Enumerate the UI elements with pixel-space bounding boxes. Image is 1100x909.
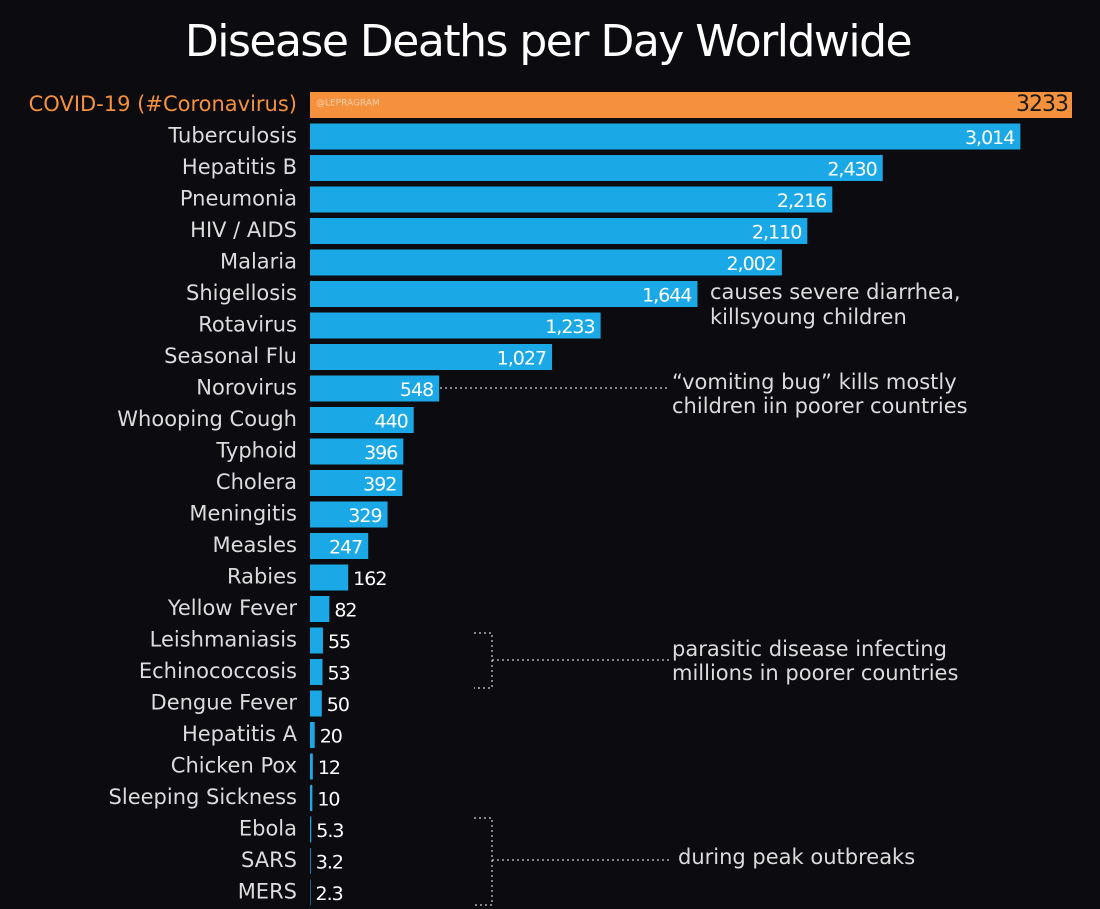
value-label: 329 (348, 505, 381, 527)
value-label: 3,014 (965, 127, 1015, 149)
bar (310, 375, 440, 402)
y-tick-label: SARS (241, 848, 297, 872)
value-label: 10 (317, 789, 339, 811)
bar (310, 596, 330, 622)
bar (310, 627, 323, 654)
chart-title: Disease Deaths per Day Worldwide (185, 16, 911, 67)
connector (474, 632, 670, 689)
annotation: “vomiting bug” kills mostly (672, 370, 957, 394)
y-tick-label: Chicken Pox (171, 754, 297, 778)
bar (310, 848, 311, 874)
value-label: 2,216 (777, 190, 826, 212)
annotation: causes severe diarrhea, (710, 280, 961, 304)
bar (310, 722, 315, 748)
y-tick-label: Cholera (216, 470, 297, 494)
bar (310, 407, 414, 433)
value-label: 247 (329, 537, 362, 559)
y-tick-label: Sleeping Sickness (109, 785, 297, 809)
value-label: 396 (364, 442, 397, 464)
value-label: 5.3 (316, 820, 343, 842)
value-label: 1,027 (497, 348, 546, 370)
y-tick-label: Ebola (239, 817, 297, 841)
bar (310, 155, 883, 181)
value-label: 3.2 (316, 852, 343, 874)
value-label: 50 (327, 694, 349, 716)
y-tick-label: Typhoid (215, 439, 297, 463)
y-tick-label: COVID-19 (#Coronavirus) (29, 92, 297, 116)
bar (310, 92, 1072, 118)
value-label: 548 (400, 379, 433, 401)
y-tick-label: Seasonal Flu (164, 344, 297, 368)
y-tick-label: Echinococcosis (139, 659, 297, 683)
annotation: parasitic disease infecting (672, 637, 947, 661)
y-tick-label: Hepatitis A (182, 722, 298, 746)
annotation: killsyoung children (710, 305, 907, 329)
y-tick-label: Norovirus (196, 376, 297, 400)
bar (310, 690, 322, 717)
bar (310, 438, 404, 465)
value-label: 1,644 (642, 285, 692, 307)
value-label: 20 (320, 726, 342, 748)
annotation: during peak outbreaks (678, 845, 915, 869)
value-label: 82 (334, 600, 356, 622)
bar (310, 281, 698, 307)
bar (310, 879, 311, 906)
bar (310, 753, 313, 780)
bar (310, 533, 369, 559)
bar (310, 123, 1021, 150)
y-tick-label: Rabies (227, 565, 297, 589)
y-tick-label: Meningitis (189, 502, 297, 526)
bar (310, 344, 553, 370)
bar (310, 785, 313, 811)
y-tick-label: Tuberculosis (167, 124, 297, 148)
value-label: 162 (353, 568, 386, 590)
value-label: 440 (374, 411, 407, 433)
y-tick-label: HIV / AIDS (190, 218, 297, 242)
connector (474, 817, 670, 906)
y-tick-label: Rotavirus (198, 313, 297, 337)
value-label: 2.3 (316, 883, 343, 905)
value-label: 1,233 (545, 316, 594, 338)
y-tick-label: Yellow Fever (167, 596, 298, 620)
y-tick-label: Whooping Cough (117, 407, 297, 431)
value-label: 2,002 (726, 253, 775, 275)
value-label: 55 (328, 631, 350, 653)
value-label: 2,430 (827, 159, 876, 181)
value-label: 3233 (1016, 92, 1068, 117)
y-tick-label: Malaria (220, 250, 297, 274)
bar (310, 312, 601, 339)
annotation: children iin poorer countries (672, 394, 968, 418)
y-tick-label: MERS (238, 880, 297, 904)
y-tick-label: Pneumonia (180, 187, 297, 211)
y-tick-label: Hepatitis B (182, 155, 297, 179)
value-label: 53 (327, 663, 349, 685)
bar (310, 186, 833, 213)
y-tick-label: Measles (212, 533, 297, 557)
y-tick-label: Shigellosis (186, 281, 297, 305)
bar (310, 564, 349, 591)
bar (310, 470, 403, 496)
annotation: millions in poorer countries (672, 661, 958, 685)
bar (310, 816, 312, 843)
bar (310, 659, 323, 685)
value-label: 12 (318, 757, 340, 779)
y-tick-label: Leishmaniasis (150, 628, 297, 652)
value-label: 2,110 (752, 222, 801, 244)
y-tick-label: Dengue Fever (151, 691, 298, 715)
bar (310, 218, 808, 244)
value-label: 392 (363, 474, 396, 496)
watermark: @LEPRAGRAM (316, 99, 380, 109)
bar (310, 249, 782, 276)
bar (310, 501, 388, 528)
